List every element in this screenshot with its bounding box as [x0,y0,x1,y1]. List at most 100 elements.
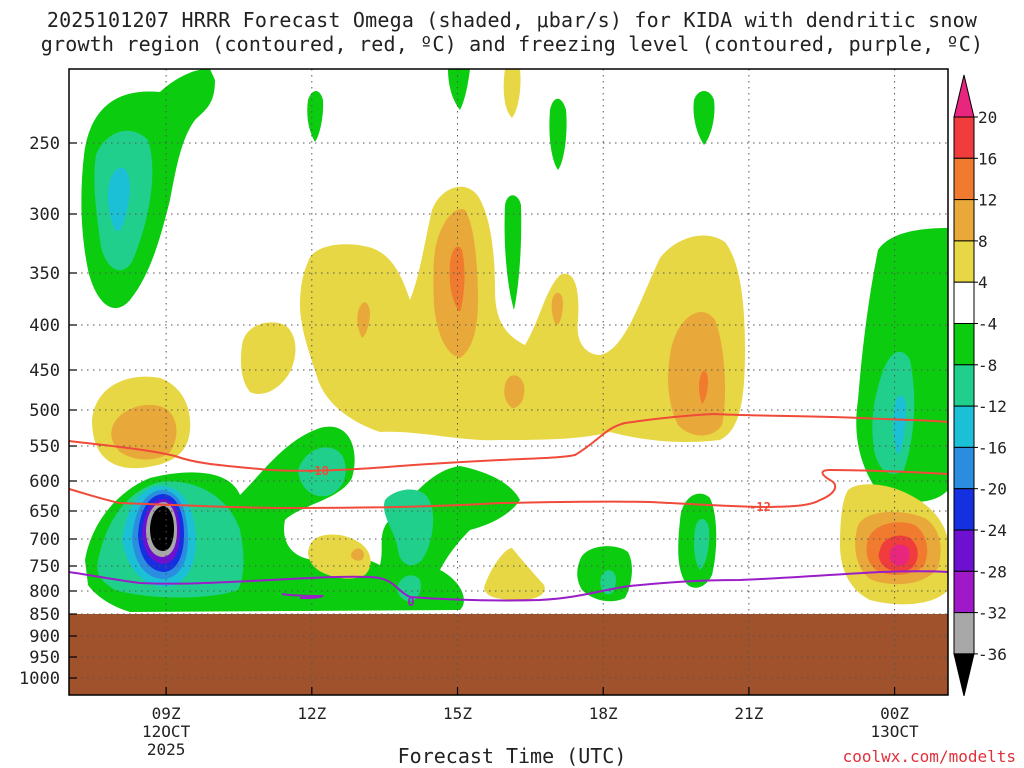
colorbar-label: -28 [978,562,1007,581]
grid-lines [69,69,948,695]
omega-region [698,370,708,404]
colorbar-swatch [953,364,975,407]
x-tick-label: 15Z [443,704,472,723]
y-tick-label: 800 [29,582,60,602]
x-tick-year: 2025 [147,740,186,759]
y-tick-label: 400 [29,316,60,336]
colorbar-label: 16 [978,149,997,168]
y-tick-label: 700 [29,530,60,550]
omega-region [298,447,346,497]
omega-region [504,195,522,310]
x-tick-date: 12OCT [142,722,191,741]
freezing-contour-0-small [281,593,325,599]
colorbar-label: 4 [978,273,988,292]
y-axis: 2503003504004505005506006507007508008509… [19,134,77,689]
x-tick-label: 12Z [297,704,326,723]
freezing-level-contours: 0 [68,570,949,609]
omega-region [693,518,710,570]
dgz-contour-minus18 [68,412,949,472]
y-tick-label: 750 [29,557,60,577]
omega-shading [81,69,948,612]
ground-below-surface [69,614,948,695]
omega-region [504,375,525,408]
y-tick-label: 900 [29,627,60,647]
colorbar-label: 20 [978,108,997,127]
omega-region [551,292,563,325]
y-tick-label: 350 [29,264,60,284]
colorbar-swatch [953,653,975,697]
colorbar-swatch [953,529,975,572]
dgz-contour-label: -18 [307,464,329,478]
omega-region [300,186,745,443]
omega-region [240,322,296,394]
colorbar-swatch [953,199,975,242]
colorbar-label: 12 [978,191,997,210]
colorbar-swatch [953,612,975,655]
colorbar-swatch [953,240,975,283]
x-tick-label: 00Z [880,704,909,723]
omega-region [484,548,545,600]
y-tick-label: 950 [29,648,60,668]
omega-region [357,302,370,338]
omega-region [893,395,906,455]
colorbar-swatch [953,116,975,159]
y-tick-label: 650 [29,502,60,522]
y-tick-label: 300 [29,205,60,225]
colorbar-swatch [953,405,975,448]
source-credit: coolwx.com/modelts [842,747,1016,766]
y-tick-label: 250 [29,134,60,154]
omega-region [397,575,421,602]
colorbar-label: 8 [978,232,988,251]
colorbar-label: -12 [978,397,1007,416]
omega-region [307,91,324,142]
dgz-contour-label: -12 [749,500,771,514]
omega-region [503,69,521,118]
colorbar-label: -8 [978,356,997,375]
colorbar-swatch [953,570,975,614]
colorbar-label: -24 [978,521,1007,540]
chart-title-line-2: growth region (contoured, red, ºC) and f… [40,32,984,56]
colorbar-label: -16 [978,438,1007,457]
y-tick-label: 550 [29,437,60,457]
y-tick-label: 850 [29,605,60,625]
y-tick-label: 450 [29,361,60,381]
colorbar-label: -4 [978,315,997,334]
plot-frame [68,68,949,696]
x-tick-date: 13OCT [870,722,919,741]
omega-region [308,534,371,579]
colorbar: 20 16 12 8 4 -4 -8 -12 -16 -20 -24 -28 -32 -36 [953,74,1007,697]
dgz-contour-minus12 [68,468,949,510]
omega-region [872,351,915,474]
dgz-contours: -18 -12 [68,412,949,514]
colorbar-label: -20 [978,480,1007,499]
omega-region [668,312,726,436]
x-tick-label: 09Z [152,704,181,723]
omega-region [107,167,130,232]
colorbar-label: -32 [978,604,1007,623]
colorbar-swatch [953,323,975,366]
x-axis-title: Forecast Time (UTC) [397,744,627,768]
colorbar-swatch [953,446,975,490]
y-tick-label: 1000 [19,669,60,689]
colorbar-swatch [953,281,975,325]
chart-title-line-1: 2025101207 HRRR Forecast Omega (shaded, … [46,8,978,32]
chart-title: 2025101207 HRRR Forecast Omega (shaded, … [0,8,1024,56]
omega-region [549,98,567,170]
omega-region [693,91,715,145]
x-tick-label: 21Z [734,704,763,723]
colorbar-swatch [953,157,975,201]
omega-region [351,548,364,561]
colorbar-label: -36 [978,645,1007,664]
colorbar-swatch [953,74,975,118]
freezing-contour-0 [68,570,949,602]
freezing-contour-label: 0 [407,595,414,609]
y-tick-label: 600 [29,472,60,492]
omega-region [448,69,470,110]
x-tick-label: 18Z [589,704,618,723]
omega-region [383,489,434,566]
colorbar-swatch [953,488,975,531]
omega-region [150,506,174,551]
y-tick-label: 500 [29,401,60,421]
